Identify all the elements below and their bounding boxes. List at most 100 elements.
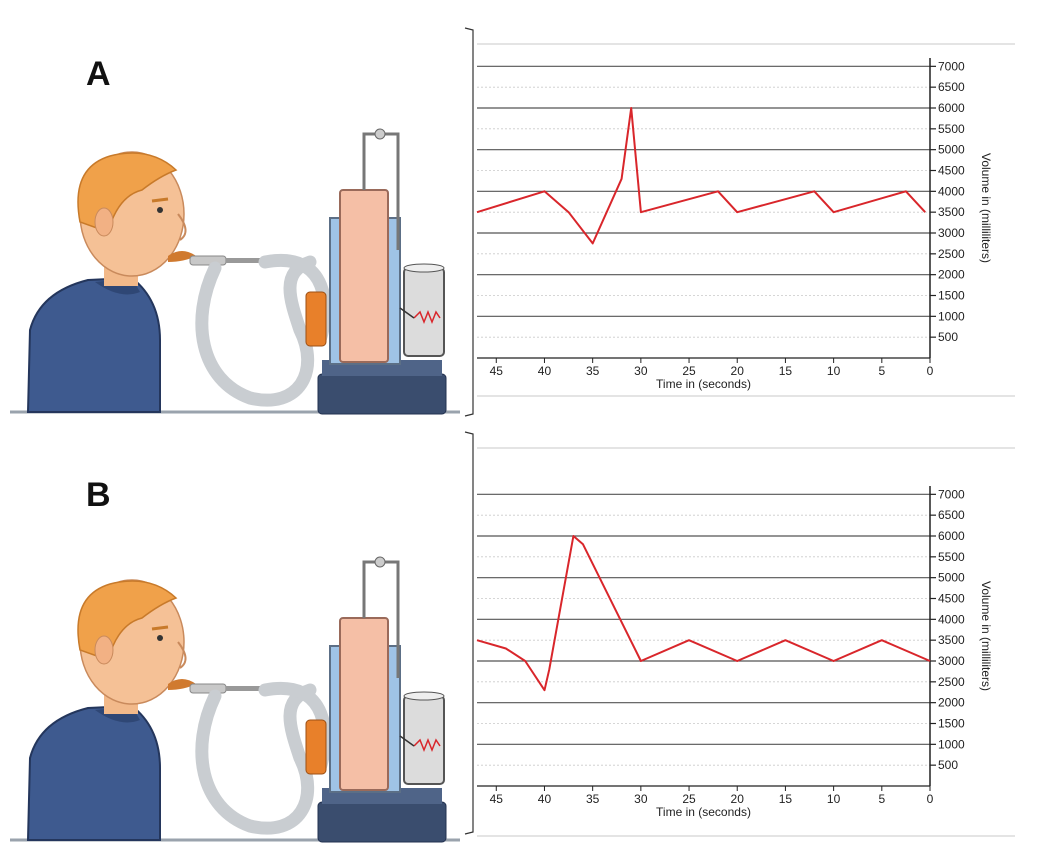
y-tick-label: 7000 [938,59,965,73]
kymograph-trace [413,737,441,753]
spirometer-bell [339,189,389,363]
y-tick-label: 4000 [938,184,965,198]
x-tick-label: 15 [779,364,793,378]
person-ear [94,207,114,237]
x-tick-label: 20 [731,364,745,378]
x-tick-label: 0 [927,364,934,378]
volume-time-chart-b: 500 1000 1500 2000 2500 3000 3500 4000 4500 5000 5… [464,431,1015,837]
person-mustache [168,679,196,690]
x-tick-label: 20 [731,792,745,806]
gridlines [477,493,930,766]
y-tick-label: 5500 [938,122,965,136]
y-axis-label: Volume in (milliliters) [979,581,993,691]
y-axis-label: Volume in (milliliters) [979,153,993,263]
x-axis-label: Time in (seconds) [656,377,751,391]
gridlines [477,65,930,338]
valve-connector [226,686,266,691]
y-tick-label: 1500 [938,717,965,731]
kymograph-drum [403,695,445,785]
y-tick-label: 4000 [938,612,965,626]
x-tick-label: 25 [682,364,696,378]
y-tick-label: 3000 [938,654,965,668]
panel-label-a: A [86,55,111,93]
x-tick-label: 45 [490,364,504,378]
mouthpiece [189,683,227,694]
spirometer-bell [339,617,389,791]
volume-series-line [476,535,931,692]
x-tick-label: 30 [634,364,648,378]
y-tick-label: 2000 [938,696,965,710]
y-tick-label: 6000 [938,101,965,115]
pen-arm [399,735,415,747]
y-tick-label: 4500 [938,164,965,178]
x-tick-label: 10 [827,792,841,806]
breathing-tube-a [195,683,317,835]
y-tick-label: 500 [938,758,958,772]
person-brow [151,625,169,631]
x-tick-label: 35 [586,792,600,806]
y-tick-label: 2500 [938,247,965,261]
co2-canister [305,291,327,347]
mouthpiece [189,255,227,266]
y-tick-label: 6000 [938,529,965,543]
panel-bracket [464,27,474,417]
y-tick-label: 4500 [938,592,965,606]
x-tick-label: 15 [779,792,793,806]
y-tick-label: 5500 [938,550,965,564]
x-tick-label: 25 [682,792,696,806]
y-tick-label: 1000 [938,737,965,751]
y-tick-label: 1000 [938,309,965,323]
y-tick-label: 7000 [938,487,965,501]
kymograph-drum-top [403,263,445,273]
illustration-group [10,556,460,843]
y-tick-label: 5000 [938,143,965,157]
spirometer-illustration-a [10,128,460,415]
y-tick-label: 3500 [938,633,965,647]
volume-series-line [476,107,926,245]
y-tick-label: 5000 [938,571,965,585]
person-ear [94,635,114,665]
spirometer-illustration-b [10,556,460,843]
valve-connector [226,258,266,263]
person-eye [157,635,163,641]
volume-time-chart-a: 500 1000 1500 2000 2500 3000 3500 4000 4500 5000 5… [464,27,1015,417]
person-nose [177,641,187,669]
y-tick-label: 2000 [938,268,965,282]
x-tick-label: 5 [878,364,885,378]
breathing-tube-a [195,255,317,407]
panel-a: A 500 1000 1500 2000 2500 3000 3500 4000 4500 500… [10,27,1015,417]
person-nose [177,213,187,241]
person-shirt [26,704,161,841]
y-tick-label: 3000 [938,226,965,240]
person-eye [157,207,163,213]
co2-canister [305,719,327,775]
kymograph-drum [403,267,445,357]
x-tick-label: 40 [538,792,552,806]
x-tick-label: 5 [878,792,885,806]
illustration-group [10,128,460,415]
panel-bracket [464,431,474,835]
person-shirt [26,276,161,413]
y-tick-label: 6500 [938,80,965,94]
x-tick-label: 40 [538,364,552,378]
pulley-wheel [374,128,386,140]
kymograph-drum-top [403,691,445,701]
spirometer-base [317,373,447,415]
y-tick-label: 2500 [938,675,965,689]
pen-arm [399,307,415,319]
panel-label-b: B [86,476,111,514]
y-tick-label: 500 [938,330,958,344]
x-tick-label: 10 [827,364,841,378]
x-tick-label: 30 [634,792,648,806]
pulley-wheel [374,556,386,568]
x-axis-label: Time in (seconds) [656,805,751,819]
panel-b: B 500 1000 1500 2000 2500 3000 3500 4000 4500 500… [0,428,1040,856]
x-tick-label: 0 [927,792,934,806]
person-mustache [168,251,196,262]
kymograph-trace [413,309,441,325]
spirometer-base [317,801,447,843]
x-tick-label: 45 [490,792,504,806]
y-tick-label: 6500 [938,508,965,522]
y-tick-label: 3500 [938,205,965,219]
y-tick-label: 1500 [938,289,965,303]
